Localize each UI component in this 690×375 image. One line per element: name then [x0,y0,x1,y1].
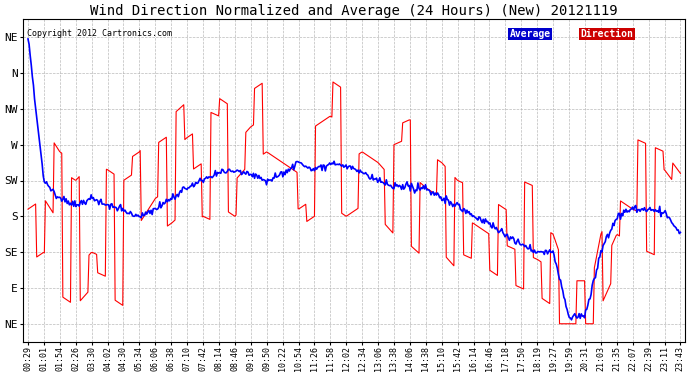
Text: Copyright 2012 Cartronics.com: Copyright 2012 Cartronics.com [26,29,172,38]
Text: Direction: Direction [580,29,633,39]
Text: Average: Average [510,29,551,39]
Title: Wind Direction Normalized and Average (24 Hours) (New) 20121119: Wind Direction Normalized and Average (2… [90,4,618,18]
